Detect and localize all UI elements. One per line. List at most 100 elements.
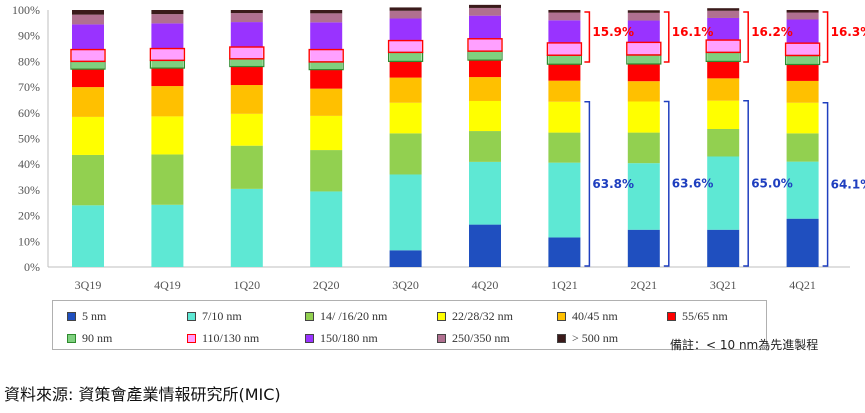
highlight-110-130nm <box>149 47 186 62</box>
highlight-110-130nm <box>705 39 741 54</box>
bar-segment <box>548 101 581 133</box>
bar-segment <box>627 81 660 102</box>
highlight-110-130nm <box>229 46 265 60</box>
legend-label: 14/ /16/20 nm <box>320 309 388 323</box>
bar-segment <box>627 42 660 55</box>
bar-segment <box>72 14 104 25</box>
bar-segment <box>786 133 819 162</box>
legend-swatch <box>667 312 676 321</box>
bar-segment <box>469 100 501 132</box>
y-tick-label: 80% <box>18 54 40 68</box>
bar-segment <box>230 145 263 189</box>
y-tick-label: 100% <box>12 3 40 17</box>
bar-segment <box>310 150 343 192</box>
bar-segment <box>627 12 660 21</box>
legend-label: 40/45 nm <box>572 309 618 323</box>
bar-segment <box>786 218 819 267</box>
bar-segment <box>548 132 581 163</box>
bar-segment <box>548 12 581 21</box>
bar-segment <box>548 64 581 81</box>
bar-segment <box>230 13 263 23</box>
bar-segment <box>707 156 740 230</box>
bar-segment <box>469 51 501 61</box>
bar-segment <box>310 69 343 89</box>
bar-segment <box>310 22 343 50</box>
highlight-110-130nm <box>626 41 662 56</box>
x-tick-label: 4Q21 <box>789 278 816 292</box>
highlight-boxes <box>70 38 821 71</box>
legend-item: 22/28/32 nm <box>437 309 513 324</box>
bar-segment <box>469 15 501 39</box>
legend-item: 40/45 nm <box>557 309 618 324</box>
bar-segment <box>389 7 422 11</box>
bar-segment <box>151 14 184 24</box>
legend-item: 250/350 nm <box>437 331 510 346</box>
mature-bracket <box>743 11 749 63</box>
x-tick-label: 3Q21 <box>710 278 737 292</box>
highlight-110-130nm <box>784 42 821 57</box>
bar-segment <box>548 20 581 43</box>
mature-share-label: 16.3% <box>831 25 865 39</box>
x-tick-labels: 3Q19 4Q19 1Q20 2Q20 3Q20 4Q20 1Q21 2Q21 3Q21 4Q21 <box>75 278 816 292</box>
bar-segment <box>230 66 263 86</box>
bar-segment <box>786 102 819 134</box>
bar-segment <box>469 161 501 225</box>
x-tick-label: 2Q20 <box>313 278 340 292</box>
bar-segment <box>786 161 819 219</box>
y-tick-label: 0% <box>24 260 40 274</box>
advanced-share-label: 64.1% <box>831 177 865 191</box>
legend-label: 150/180 nm <box>320 331 378 345</box>
x-tick-label: 2Q21 <box>630 278 657 292</box>
mature-share-label: 15.9% <box>592 25 634 39</box>
bar-segment <box>389 10 422 19</box>
mature-bracket <box>584 11 591 63</box>
legend-swatch <box>557 312 566 321</box>
bar-segment <box>707 78 740 101</box>
highlight-110-130nm <box>70 48 106 63</box>
y-tick-label: 50% <box>18 132 40 146</box>
y-tick-label: 10% <box>18 234 40 248</box>
bar-segment <box>72 24 104 50</box>
y-tick-label: 20% <box>18 209 40 223</box>
bar-segment <box>151 116 184 155</box>
mature-bracket <box>822 11 829 63</box>
legend-swatch <box>67 312 76 321</box>
bar-segment <box>151 154 184 205</box>
bar-segment <box>548 10 581 13</box>
bar-segment <box>707 17 740 41</box>
highlight-110-130nm <box>467 38 503 52</box>
legend-label: 55/65 nm <box>682 309 728 323</box>
legend-item: > 500 nm <box>557 331 618 346</box>
x-tick-label: 1Q20 <box>233 278 260 292</box>
bar-segment <box>389 250 422 267</box>
legend-swatch <box>67 334 76 343</box>
legend-item: 150/180 nm <box>305 331 378 346</box>
share-brackets: 15.9% 16.1% 16.2% 16.3% 63.8% 63.6% 65.0% 64.1% <box>584 11 865 267</box>
bar-segment <box>786 80 819 103</box>
highlight-110-130nm <box>387 39 424 54</box>
legend-swatch <box>187 312 196 321</box>
bar-segment <box>72 87 104 117</box>
highlight-110-130nm <box>308 48 344 63</box>
bar-segment <box>707 229 740 267</box>
bar-segment <box>151 204 184 267</box>
bar-segment <box>389 77 422 103</box>
bar-segment <box>469 131 501 162</box>
legend-label: 110/130 nm <box>202 331 260 345</box>
bar-segment <box>786 64 819 81</box>
y-tick-label: 70% <box>18 80 40 94</box>
bar-segment <box>230 22 263 48</box>
advanced-bracket <box>743 99 749 267</box>
bar-segment <box>310 49 343 62</box>
mature-bracket <box>663 11 670 63</box>
bar-segment <box>707 61 740 79</box>
legend-item: 14/ /16/20 nm <box>305 309 387 324</box>
advanced-bracket <box>663 100 670 267</box>
legend-item: 90 nm <box>67 331 112 346</box>
advanced-share-label: 65.0% <box>751 176 793 190</box>
source-text: 資料來源: 資策會產業情報研究所(MIC) <box>4 385 281 404</box>
bar-segment <box>548 55 581 65</box>
legend-label: 22/28/32 nm <box>452 309 514 323</box>
bar-segment <box>151 48 184 61</box>
legend-item: 5 nm <box>67 309 106 324</box>
